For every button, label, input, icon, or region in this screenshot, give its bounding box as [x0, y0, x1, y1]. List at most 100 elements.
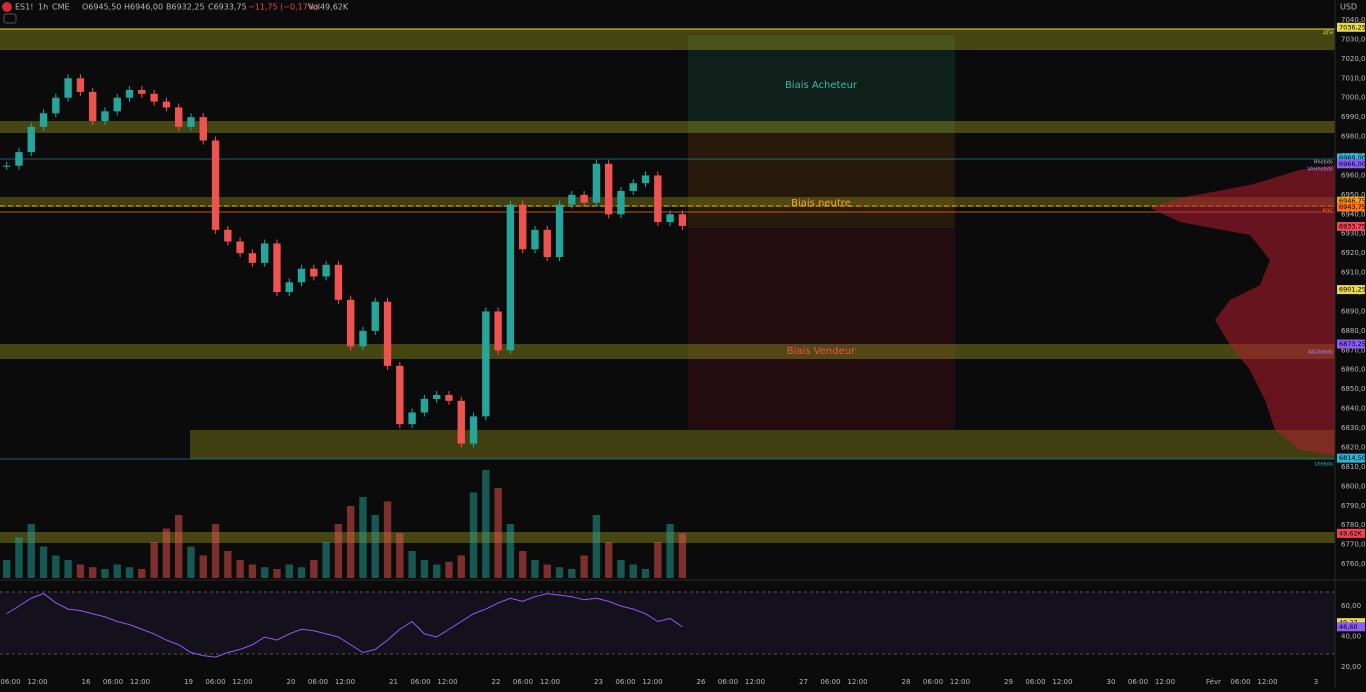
time-tick-label: 21 [389, 678, 398, 686]
price-badge [1337, 339, 1365, 349]
volume-bar [568, 569, 576, 578]
candle-body [494, 311, 502, 351]
volume-bar [39, 546, 48, 578]
volume-bar [162, 528, 171, 578]
time-tick-label: 06:00 [205, 678, 225, 686]
collapse-button[interactable] [3, 13, 17, 24]
price-badge [1337, 528, 1365, 538]
sell-zone [688, 228, 955, 430]
volume-bar [273, 569, 281, 578]
buy-label: Biais Acheteur [785, 80, 858, 91]
sell-label: Biais Vendeur [787, 346, 856, 357]
volume-bar [666, 524, 674, 578]
candle-body [445, 394, 453, 401]
time-tick-label: 20 [287, 678, 296, 686]
time-tick-label: 27 [799, 678, 808, 686]
price-badge-label: 6873,25 [1339, 340, 1366, 348]
time-tick-label: 12:00 [950, 678, 970, 686]
price-badge [1337, 285, 1365, 295]
time-tick-label: Févr [1206, 678, 1221, 686]
volume-bar [396, 533, 404, 578]
volume-bar [248, 564, 257, 578]
exchange: CME [52, 3, 70, 12]
neutral-zone [688, 133, 955, 228]
candle-body [101, 111, 109, 122]
symbol-icon[interactable] [2, 2, 12, 12]
candle-body [285, 282, 293, 293]
candle-body [162, 101, 171, 108]
price-tick-label: 6890,00 [1341, 307, 1366, 315]
volume-bar [89, 567, 97, 578]
time-tick-label: 06:00 [1025, 678, 1045, 686]
price-tick-label: 6920,00 [1341, 249, 1366, 257]
price-badge-label: 6966,00 [1339, 160, 1366, 168]
volume-bar [605, 542, 613, 578]
price-tick-label: 6830,00 [1341, 424, 1366, 432]
candle-body [519, 204, 527, 250]
time-tick-label: 12:00 [437, 678, 457, 686]
candle-body [138, 89, 146, 94]
volume-bar [138, 569, 146, 578]
candle-body [248, 253, 257, 263]
volume-bar [531, 560, 539, 578]
candle-body [359, 330, 367, 347]
candle-body [211, 140, 220, 230]
volume-bar [469, 492, 478, 578]
volume-bar [199, 555, 207, 578]
candle-body [187, 117, 195, 127]
candle-body [273, 243, 281, 293]
buy-zone [688, 35, 955, 133]
volume-bar [15, 537, 23, 578]
candle-body [64, 78, 72, 98]
time-tick-label: 12:00 [130, 678, 150, 686]
volume-bar [641, 569, 650, 578]
time-tick-label: 26 [697, 678, 706, 686]
price-badge [1337, 153, 1365, 163]
candle-body [396, 365, 404, 425]
time-tick-label: 06:00 [820, 678, 840, 686]
price-tick-label: 7000,00 [1341, 94, 1366, 102]
time-tick-label: 16 [82, 678, 91, 686]
time-tick-label: 12:00 [1257, 678, 1277, 686]
price-tick-label: 6950,00 [1341, 191, 1366, 199]
volume-bar [457, 555, 465, 578]
candle-body [592, 163, 601, 203]
price-badge [1337, 159, 1365, 169]
price-tick-label: 7030,00 [1341, 35, 1366, 43]
vah-label: VAHhebdo [1307, 167, 1333, 173]
volume-bar [617, 560, 625, 578]
volume-bar [261, 567, 269, 578]
volume-bar [285, 564, 293, 578]
volume-bar [445, 561, 453, 578]
volume-bar [3, 560, 11, 578]
candle-body [654, 175, 662, 223]
interval[interactable]: 1h [38, 3, 48, 12]
candle-body [76, 78, 85, 92]
currency[interactable]: USD [1340, 3, 1357, 12]
candle-body [420, 398, 429, 413]
price-badge [1337, 22, 1365, 32]
time-tick-label: 12:00 [232, 678, 252, 686]
time-tick-label: 29 [1004, 678, 1013, 686]
candle-body [322, 264, 330, 277]
volume-bar [125, 567, 134, 578]
time-tick-label: 06:00 [1230, 678, 1250, 686]
volume-bar [297, 567, 306, 578]
price-tick-label: 6780,00 [1341, 521, 1366, 529]
volume-bar [150, 542, 158, 578]
volume-bar [629, 564, 637, 578]
rsi-band [0, 592, 1335, 654]
volume-bar [592, 515, 601, 578]
price-badge [1337, 453, 1365, 463]
price-tick-label: 6910,00 [1341, 269, 1366, 277]
price-tick-label: 6770,00 [1341, 541, 1366, 549]
candle-body [605, 163, 613, 215]
volume-bar [76, 564, 85, 578]
volume-bar [654, 542, 662, 578]
candle-body [469, 416, 478, 444]
volume-bar [519, 551, 527, 578]
candle-body [555, 204, 564, 258]
price-tick-label: 6880,00 [1341, 327, 1366, 335]
symbol[interactable]: ES1! [15, 3, 33, 12]
